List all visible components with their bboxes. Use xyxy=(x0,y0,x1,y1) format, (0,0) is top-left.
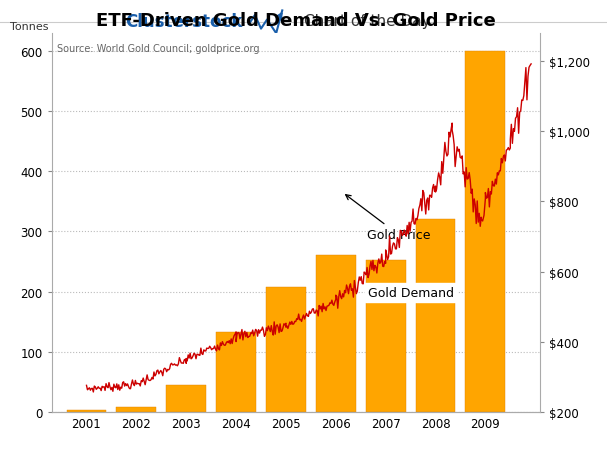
Text: Clusterstock: Clusterstock xyxy=(126,13,243,31)
Bar xyxy=(67,410,106,412)
Text: Source: World Gold Council; goldprice.org: Source: World Gold Council; goldprice.or… xyxy=(58,44,260,54)
Bar xyxy=(266,287,306,412)
Bar xyxy=(365,260,405,412)
Title: ETF-Driven Gold Demand Vs. Gold Price: ETF-Driven Gold Demand Vs. Gold Price xyxy=(96,12,496,30)
Bar xyxy=(416,219,455,412)
Text: Chart of the Day: Chart of the Day xyxy=(304,15,430,29)
Bar xyxy=(117,407,157,412)
Bar xyxy=(166,385,206,412)
Text: Gold Price: Gold Price xyxy=(345,195,430,242)
Text: Gold Demand: Gold Demand xyxy=(368,286,454,299)
Bar xyxy=(316,256,356,412)
Text: Tonnes: Tonnes xyxy=(10,22,49,32)
Bar xyxy=(216,332,256,412)
Bar xyxy=(466,52,505,412)
